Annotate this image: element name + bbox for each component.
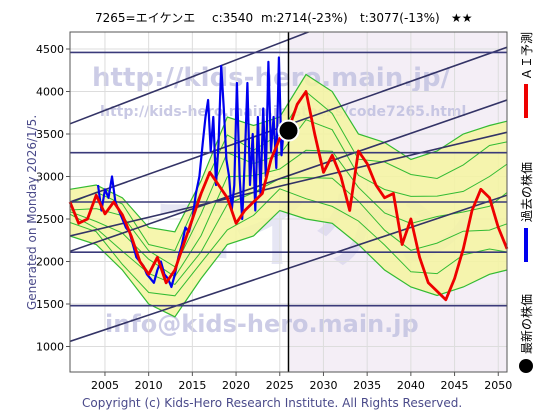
generated-label: Generated on Monday 2026/1/5. [25,115,39,310]
legend-latest-marker [519,359,533,373]
header-mean: m:2714(-23%) [261,11,348,25]
plot-frame [69,31,508,373]
x-tick-label: 2045 [441,379,469,392]
legend-past: 過去の株価 [519,162,534,262]
y-tick-label: 3000 [36,171,64,184]
header-code: 7265=エイケンエ [95,11,195,25]
watermark-url-main: http://kids-hero.main.jp/ [92,63,451,93]
legend-past-label: 過去の株価 [519,162,534,222]
forecast-band-strand [69,188,508,297]
y-tick-label: 4500 [36,43,64,56]
latest-price-marker [277,119,300,142]
y-tick-label: 4000 [36,86,64,99]
y-tick-label: 2000 [36,256,64,269]
watermark-email: info@kids-hero.main.jp [105,310,419,338]
x-tick-label: 2010 [135,379,163,392]
marker-layer [277,32,300,372]
x-tick-label: 2050 [484,379,512,392]
forecast-band-strand [69,149,508,278]
x-tick-label: 2030 [309,379,337,392]
header-stars: ★★ [451,11,473,25]
y-tick-label: 2500 [36,213,64,226]
x-tick-label: 2020 [222,379,250,392]
y-tick-label: 1000 [36,341,64,354]
y-tick-label: 1500 [36,298,64,311]
y-tick-label: 3500 [36,128,64,141]
legend-forecast-label: ＡＩ予測 [520,32,534,80]
legend-forecast: ＡＩ予測 [520,32,534,118]
legend-latest-label: 最新の株価 [519,294,534,354]
x-tick-label: 2005 [91,379,119,392]
x-tick-label: 2035 [353,379,381,392]
legend-latest: 最新の株価 [519,294,534,373]
x-tick-label: 2040 [397,379,425,392]
past-price-line [96,56,290,289]
header-current: c:3540 [212,11,253,25]
x-tick-label: 2025 [266,379,294,392]
header-target: t:3077(-13%) [360,11,440,25]
y-axis-ticks: 1000 1500 2000 2500 3000 3500 4000 4500 [36,43,70,354]
copyright-text: Copyright (c) Kids-Hero Research Institu… [82,396,462,410]
x-tick-label: 2015 [178,379,206,392]
x-axis-ticks: 2005 2010 2015 2020 2025 2030 2035 2040 2045 2050 [91,372,512,392]
